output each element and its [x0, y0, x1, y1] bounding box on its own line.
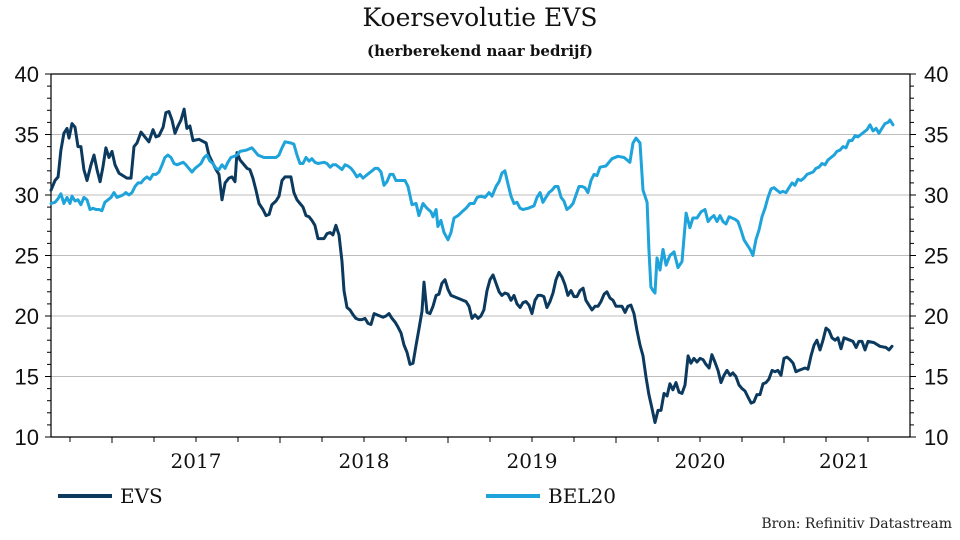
legend-swatch-evs [58, 494, 112, 498]
source-note: Bron: Refinitiv Datastream [761, 516, 952, 532]
y-tick-label-left: 35 [15, 123, 39, 148]
y-axis-left: 10 15 20 25 30 35 40 [15, 62, 51, 450]
y-tick-label-left: 25 [15, 244, 39, 269]
y-tick-label-left: 10 [15, 425, 39, 450]
legend-label-bel20: BEL20 [548, 484, 617, 508]
y-tick-label-left: 40 [15, 62, 39, 87]
x-axis: 2017 2018 2019 2020 2021 [69, 437, 870, 473]
y-tick-label-right: 35 [924, 123, 948, 148]
y-tick-label-left: 15 [15, 365, 39, 390]
y-tick-label-right: 15 [924, 365, 948, 390]
x-tick-label: 2020 [675, 449, 726, 473]
legend-item-bel20: BEL20 [486, 484, 616, 508]
x-tick-label: 2017 [171, 449, 222, 473]
y-axis-right: 10 15 20 25 30 35 40 [910, 62, 948, 450]
x-tick-label: 2019 [507, 449, 558, 473]
gridlines [51, 134, 910, 377]
y-tick-label-right: 40 [924, 62, 948, 87]
y-tick-label-left: 30 [15, 183, 39, 208]
chart-subtitle: (herberekend naar bedrijf) [366, 42, 594, 60]
legend-label-evs: EVS [120, 484, 163, 508]
series-line-bel20 [49, 118, 895, 295]
x-tick-label: 2018 [339, 449, 390, 473]
legend-item-evs: EVS [58, 484, 163, 508]
y-tick-label-right: 25 [924, 244, 948, 269]
x-tick-label: 2021 [819, 449, 870, 473]
series-lines [49, 107, 895, 424]
legend-swatch-bel20 [486, 494, 540, 498]
chart-title: Koersevolutie EVS [362, 3, 598, 32]
y-tick-label-right: 30 [924, 183, 948, 208]
y-tick-label-left: 20 [15, 304, 39, 329]
y-tick-label-right: 20 [924, 304, 948, 329]
y-tick-label-right: 10 [924, 425, 948, 450]
series-line-evs [49, 107, 894, 424]
